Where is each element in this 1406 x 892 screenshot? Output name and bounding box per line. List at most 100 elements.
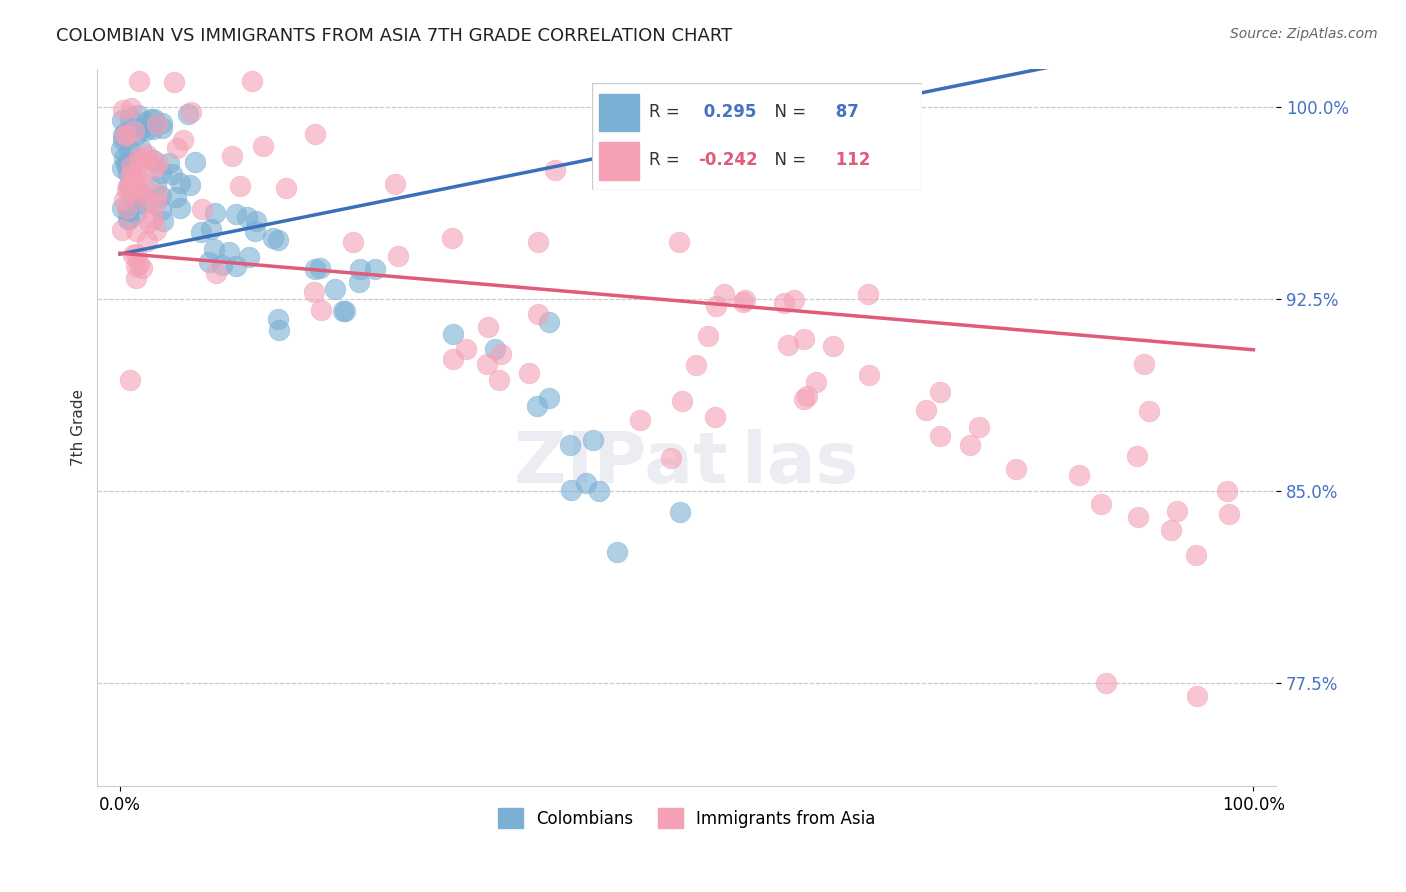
- Point: [959, 438, 981, 452]
- Point: [323, 282, 346, 296]
- Point: [166, 141, 188, 155]
- Point: [136, 151, 159, 165]
- Point: [262, 231, 284, 245]
- Point: [1185, 548, 1208, 562]
- Point: [218, 244, 240, 259]
- Point: [172, 133, 194, 147]
- Point: [179, 178, 201, 192]
- Point: [796, 389, 818, 403]
- Point: [697, 328, 720, 343]
- Point: [152, 116, 174, 130]
- Point: [489, 347, 512, 361]
- Point: [111, 223, 134, 237]
- Point: [581, 434, 603, 448]
- Point: [364, 262, 387, 277]
- Point: [132, 178, 155, 192]
- Point: [120, 111, 142, 125]
- Point: [200, 222, 222, 236]
- Point: [205, 266, 228, 280]
- Y-axis label: 7th Grade: 7th Grade: [72, 389, 86, 466]
- Point: [544, 162, 567, 177]
- Point: [915, 403, 938, 417]
- Point: [238, 250, 260, 264]
- Point: [349, 261, 371, 276]
- Point: [240, 74, 263, 88]
- Point: [245, 214, 267, 228]
- Point: [125, 259, 148, 273]
- Text: COLOMBIAN VS IMMIGRANTS FROM ASIA 7TH GRADE CORRELATION CHART: COLOMBIAN VS IMMIGRANTS FROM ASIA 7TH GR…: [56, 27, 733, 45]
- Point: [252, 139, 274, 153]
- Point: [267, 233, 290, 247]
- Point: [120, 167, 142, 181]
- Point: [128, 150, 150, 164]
- Point: [387, 250, 409, 264]
- Point: [142, 153, 165, 167]
- Point: [969, 419, 991, 434]
- Point: [606, 544, 628, 558]
- Point: [128, 74, 150, 88]
- Point: [125, 224, 148, 238]
- Point: [152, 214, 174, 228]
- Point: [162, 167, 184, 181]
- Point: [115, 158, 138, 172]
- Point: [443, 327, 465, 342]
- Point: [704, 299, 727, 313]
- Point: [928, 429, 950, 443]
- Point: [713, 287, 735, 301]
- Point: [332, 304, 354, 318]
- Point: [117, 178, 139, 193]
- Point: [128, 165, 150, 179]
- Point: [118, 142, 141, 156]
- Point: [1128, 509, 1150, 524]
- Point: [671, 394, 693, 409]
- Point: [793, 332, 815, 346]
- Point: [169, 202, 191, 216]
- Text: Source: ZipAtlas.com: Source: ZipAtlas.com: [1230, 27, 1378, 41]
- Point: [146, 156, 169, 170]
- Point: [1216, 484, 1239, 499]
- Point: [856, 286, 879, 301]
- Point: [112, 193, 135, 207]
- Point: [145, 178, 167, 193]
- Point: [112, 128, 135, 142]
- Point: [1218, 507, 1240, 521]
- Point: [146, 187, 169, 202]
- Point: [198, 255, 221, 269]
- Point: [588, 483, 610, 498]
- Point: [120, 159, 142, 173]
- Point: [117, 166, 139, 180]
- Point: [204, 206, 226, 220]
- Point: [477, 358, 499, 372]
- Point: [347, 275, 370, 289]
- Point: [124, 128, 146, 142]
- Point: [142, 161, 165, 175]
- Point: [1069, 467, 1091, 482]
- Point: [131, 187, 153, 202]
- Point: [145, 116, 167, 130]
- Point: [165, 189, 187, 203]
- Point: [145, 195, 167, 210]
- Point: [142, 112, 165, 126]
- Point: [118, 179, 141, 194]
- Point: [302, 285, 325, 300]
- Point: [1160, 523, 1182, 537]
- Point: [112, 151, 135, 165]
- Point: [114, 126, 136, 140]
- Point: [304, 261, 326, 276]
- Point: [229, 178, 252, 193]
- Point: [929, 384, 952, 399]
- Point: [117, 202, 139, 216]
- Point: [628, 413, 651, 427]
- Point: [858, 368, 880, 382]
- Point: [304, 127, 326, 141]
- Point: [1185, 689, 1208, 703]
- Point: [477, 320, 499, 334]
- Point: [734, 293, 756, 307]
- Point: [125, 196, 148, 211]
- Point: [821, 339, 844, 353]
- Point: [454, 343, 477, 357]
- Point: [125, 174, 148, 188]
- Point: [204, 242, 226, 256]
- Point: [191, 202, 214, 216]
- Point: [120, 101, 142, 115]
